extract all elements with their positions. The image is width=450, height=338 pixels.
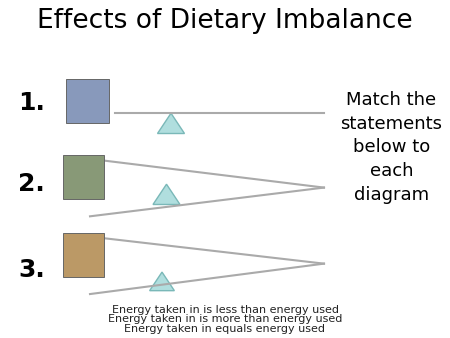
Polygon shape — [149, 272, 175, 291]
Text: Match the
statements
below to
each
diagram: Match the statements below to each diagr… — [341, 91, 442, 204]
Bar — [67, 79, 109, 123]
Text: Effects of Dietary Imbalance: Effects of Dietary Imbalance — [37, 8, 413, 34]
Text: Energy taken in is more than energy used: Energy taken in is more than energy used — [108, 314, 342, 324]
Bar — [63, 233, 104, 277]
Polygon shape — [158, 113, 184, 134]
Text: Energy taken in is less than energy used: Energy taken in is less than energy used — [112, 305, 338, 315]
Bar — [63, 155, 104, 199]
Text: 3.: 3. — [18, 258, 45, 283]
Text: Energy taken in equals energy used: Energy taken in equals energy used — [125, 324, 325, 334]
Text: 2.: 2. — [18, 172, 45, 196]
Polygon shape — [153, 184, 180, 204]
Text: 1.: 1. — [18, 91, 45, 115]
